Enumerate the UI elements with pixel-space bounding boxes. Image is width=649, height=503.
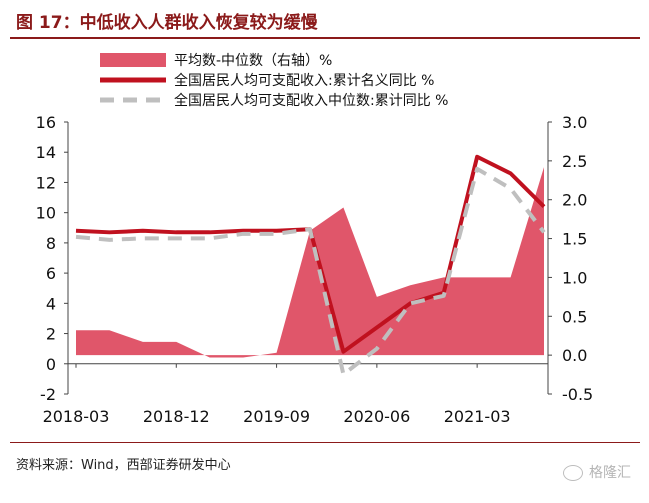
right-tick-label: 1.5 — [562, 230, 587, 249]
source-divider — [10, 442, 640, 443]
watermark-text: 格隆汇 — [589, 465, 631, 481]
left-tick-label: 2 — [46, 325, 56, 344]
legend: 平均数-中位数（右轴）% 全国居民人均可支配收入:累计名义同比 % 全国居民人均可支… — [100, 53, 448, 109]
left-tick-label: 12 — [36, 173, 56, 192]
right-tick-label: 2.5 — [562, 152, 587, 171]
area-series — [76, 167, 544, 358]
x-tick-label: 2018-12 — [143, 407, 210, 426]
area-series-layer — [76, 167, 544, 358]
legend-swatch-area — [100, 53, 166, 67]
title-divider — [10, 37, 640, 39]
page-title: 图 17：中低收入人群收入恢复较为缓慢 — [16, 13, 318, 33]
left-tick-label: 8 — [46, 234, 56, 253]
right-tick-label: 3.0 — [562, 113, 587, 132]
right-tick-label: 1.0 — [562, 268, 587, 287]
source-note: 资料来源：Wind，西部证券研发中心 — [16, 458, 231, 473]
watermark: 格隆汇 — [563, 462, 631, 482]
x-tick-label: 2021-03 — [444, 407, 511, 426]
left-tick-label: 6 — [46, 264, 56, 283]
right-tick-label: 0.0 — [562, 346, 587, 365]
series-line-median — [75, 166, 546, 377]
legend-label: 平均数-中位数（右轴）% — [174, 53, 332, 69]
right-tick-label: -0.5 — [562, 385, 593, 404]
left-tick-label: 0 — [46, 355, 56, 374]
axes — [67, 122, 549, 394]
x-tick-label: 2019-09 — [243, 407, 310, 426]
left-tick-label: -2 — [40, 385, 56, 404]
right-tick-label: 0.5 — [562, 307, 587, 326]
chart: 平均数-中位数（右轴）% 全国居民人均可支配收入:累计名义同比 % 全国居民人均可支… — [36, 53, 594, 426]
right-tick-label: 2.0 — [562, 191, 587, 210]
x-tick-label: 2018-03 — [43, 407, 110, 426]
left-tick-label: 10 — [36, 204, 56, 223]
tick-labels: 16 14 12 10 8 6 4 2 0 -2 3.0 2.5 2.0 1.5 1.0 0.5 0.0 -0.5… — [36, 113, 594, 426]
wechat-icon — [563, 465, 583, 481]
left-tick-label: 4 — [46, 294, 56, 313]
legend-label: 全国居民人均可支配收入:累计名义同比 % — [174, 72, 434, 89]
x-tick-label: 2020-06 — [343, 407, 410, 426]
left-tick-label: 14 — [36, 143, 56, 162]
left-tick-label: 16 — [36, 113, 56, 132]
line-series-layer — [75, 154, 546, 377]
legend-label: 全国居民人均可支配收入中位数:累计同比 % — [174, 92, 448, 109]
